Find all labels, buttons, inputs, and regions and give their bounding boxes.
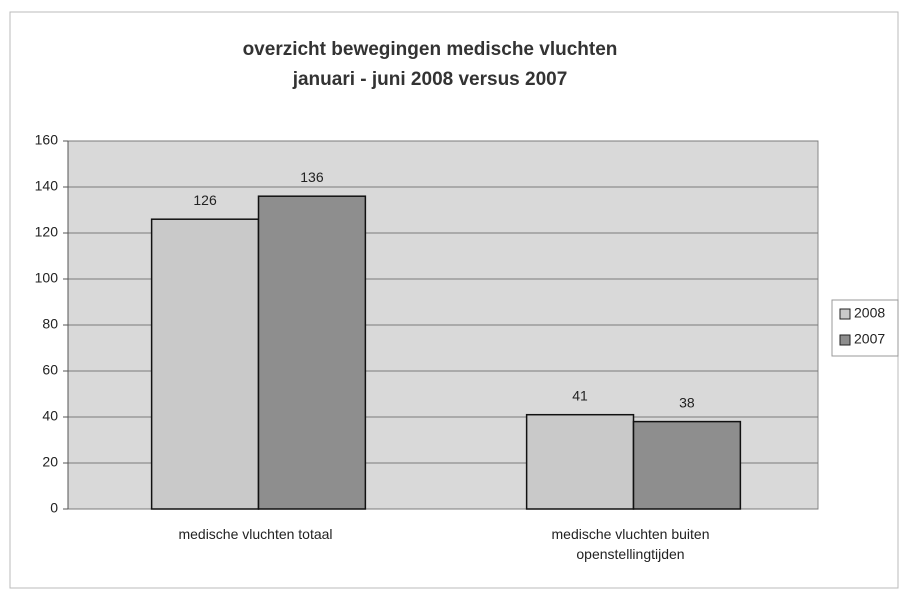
y-tick-label: 80 — [42, 316, 58, 332]
data-label: 136 — [300, 169, 324, 185]
legend-label: 2007 — [854, 331, 885, 347]
x-tick-label: medische vluchten buiten openstellingtij… — [551, 526, 710, 562]
y-tick-label: 60 — [42, 362, 58, 378]
y-tick-label: 140 — [35, 178, 59, 194]
y-tick-label: 160 — [35, 132, 59, 148]
legend-label: 2008 — [854, 305, 885, 321]
bar — [257, 195, 367, 510]
chart-subtitle: januari - juni 2008 versus 2007 — [292, 69, 568, 90]
x-tick-label: medische vluchten totaal — [178, 526, 333, 542]
y-tick-label: 0 — [50, 500, 58, 516]
y-tick-label: 40 — [42, 408, 58, 424]
y-tick-label: 20 — [42, 454, 58, 470]
chart-title: overzicht bewegingen medische vluchten — [243, 39, 618, 60]
data-label: 41 — [572, 387, 588, 403]
y-tick-label: 120 — [35, 224, 59, 240]
bar — [150, 218, 260, 510]
legend-swatch — [839, 334, 851, 346]
data-label: 126 — [193, 192, 217, 208]
bar — [632, 420, 742, 510]
data-label: 38 — [679, 394, 695, 410]
bar — [525, 413, 635, 510]
y-tick-label: 100 — [35, 270, 59, 286]
legend-swatch — [839, 308, 851, 320]
